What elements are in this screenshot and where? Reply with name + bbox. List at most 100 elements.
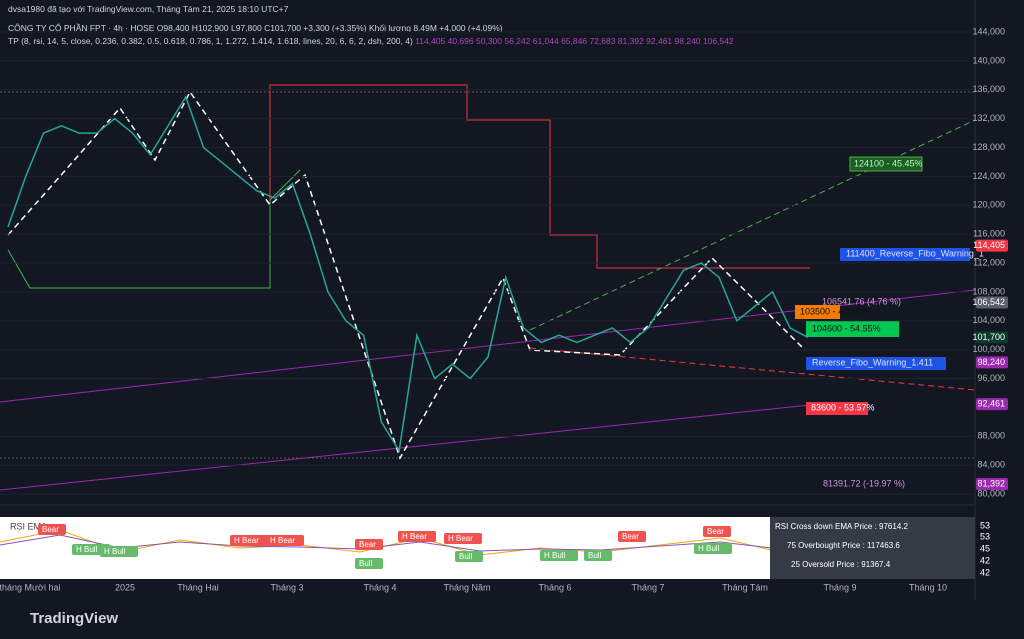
rsi-signal-label: H Bull: [544, 551, 566, 560]
fib-line: [0, 404, 811, 491]
price-label: 84,000: [977, 460, 1005, 470]
rsi-signal-label: H Bear: [448, 534, 473, 543]
price-badge-label: 92,461: [977, 398, 1005, 408]
price-label: 100,000: [972, 344, 1005, 354]
indicator-params: TP (8, rsi, 14, 5, close, 0.236, 0.382, …: [8, 36, 413, 46]
price-label: 136,000: [972, 84, 1005, 94]
time-label: Tháng 9: [823, 582, 856, 592]
rsi-table-row: 75 Overbought Price : 117463.6: [787, 541, 900, 550]
stop-line: [269, 84, 810, 269]
price-label: 144,000: [972, 26, 1005, 36]
rsi-signal-label: Bull: [459, 552, 473, 561]
rsi-signal: [444, 533, 482, 544]
rsi-signal: [230, 535, 268, 546]
price-badge: [976, 356, 1008, 369]
price-label: 88,000: [977, 431, 1005, 441]
annotation: 103500 - 46.42%: [800, 306, 869, 316]
price-label: 116,000: [973, 229, 1005, 239]
rsi-table-row: 25 Oversold Price : 91367.4: [791, 560, 891, 569]
rsi-axis-label: 42: [980, 567, 990, 577]
rsi-signal: [540, 550, 578, 561]
rsi-signal-label: H Bull: [698, 544, 720, 553]
warning-box: [806, 357, 946, 370]
trend-line: [529, 119, 976, 331]
price-label: 140,000: [972, 55, 1005, 65]
annotation: 124100 - 45.45%: [854, 158, 923, 168]
price-badge-label: 106,542: [972, 297, 1005, 307]
rsi-axis-label: 45: [980, 543, 990, 553]
rsi-signal: [355, 558, 383, 569]
time-label: 2025: [115, 582, 135, 592]
price-badge: [976, 398, 1008, 411]
price-label: 112,000: [973, 257, 1005, 267]
time-label: Tháng Năm: [443, 582, 490, 592]
symbol-line: CÔNG TY CỔ PHẦN FPT · 4h · HOSE O98,400 …: [8, 23, 503, 33]
price-line: [7, 95, 809, 453]
warning-box: [840, 248, 970, 261]
target-box: [806, 321, 899, 337]
time-label: tháng Mười hai: [0, 582, 60, 592]
indicator-values: 114,405 40,696 50,300 56,242 61,044 65,8…: [415, 36, 734, 46]
trend-line: [529, 347, 976, 391]
rsi-signal: [266, 535, 304, 546]
price-badge-label: 98,240: [977, 357, 1005, 367]
rsi-signal-label: Bear: [622, 532, 639, 541]
price-badge: [976, 331, 1008, 344]
annotation: 81391.72 (-19.97 %): [823, 478, 905, 488]
rsi-signal: [38, 524, 66, 535]
price-label: 80,000: [977, 488, 1005, 498]
price-label: 132,000: [972, 113, 1005, 123]
time-label: Tháng 3: [270, 582, 303, 592]
rsi-signal-label: Bull: [359, 559, 373, 568]
stop-line: [7, 169, 301, 289]
rsi-signal: [694, 543, 732, 554]
rsi-signal-label: Bull: [588, 551, 602, 560]
price-label: 108,000: [972, 286, 1005, 296]
rsi-signal-label: H Bull: [104, 547, 126, 556]
price-badge-label: 114,405: [973, 240, 1005, 250]
rsi-signal: [100, 546, 138, 557]
footer-logo: TradingView: [30, 610, 118, 627]
price-badge-label: 101,700: [972, 332, 1005, 342]
price-label: 104,000: [972, 315, 1005, 325]
rsi-signal-label: H Bear: [402, 532, 427, 541]
time-label: Tháng Hai: [177, 582, 219, 592]
rsi-signal: [584, 550, 612, 561]
rsi-signal-label: Bear: [707, 527, 724, 536]
rsi-signal-label: H Bear: [234, 536, 259, 545]
rsi-table-row: RSI Cross down EMA Price : 97614.2: [775, 522, 909, 531]
rsi-table: [770, 517, 975, 579]
annotation: 111400_Reverse_Fibo_Warning_1: [846, 248, 984, 258]
time-label: Tháng Tám: [722, 582, 768, 592]
price-badge-label: 81,392: [977, 478, 1005, 488]
rsi-signal: [355, 539, 383, 550]
annotation: Reverse_Fibo_Warning_1.411: [812, 357, 933, 367]
rsi-signal: [703, 526, 731, 537]
rsi-signal-label: H Bull: [76, 545, 98, 554]
rsi-axis-label: 53: [980, 520, 990, 530]
rsi-title: RSI EMA: [10, 521, 47, 531]
rsi-signal: [398, 531, 436, 542]
rsi-axis-label: 53: [980, 531, 990, 541]
price-label: 96,000: [977, 373, 1005, 383]
annotation: 104600 - 54.55%: [812, 323, 881, 333]
target-box: [795, 305, 840, 319]
price-badge: [976, 239, 1008, 252]
rsi-signal-label: Bear: [42, 525, 59, 534]
rsi-signal: [455, 551, 483, 562]
time-label: Tháng 6: [538, 582, 571, 592]
rsi-signal: [618, 531, 646, 542]
target-box: [849, 156, 923, 172]
time-label: Tháng 4: [363, 582, 396, 592]
target-box: [806, 402, 868, 415]
rsi-signal-label: Bear: [359, 540, 376, 549]
time-label: Tháng 7: [631, 582, 664, 592]
price-badge: [976, 296, 1008, 309]
rsi-axis-label: 42: [980, 555, 990, 565]
price-label: 124,000: [972, 171, 1005, 181]
price-badge: [976, 478, 1008, 491]
zigzag: [7, 90, 806, 460]
price-label: 128,000: [972, 142, 1005, 152]
